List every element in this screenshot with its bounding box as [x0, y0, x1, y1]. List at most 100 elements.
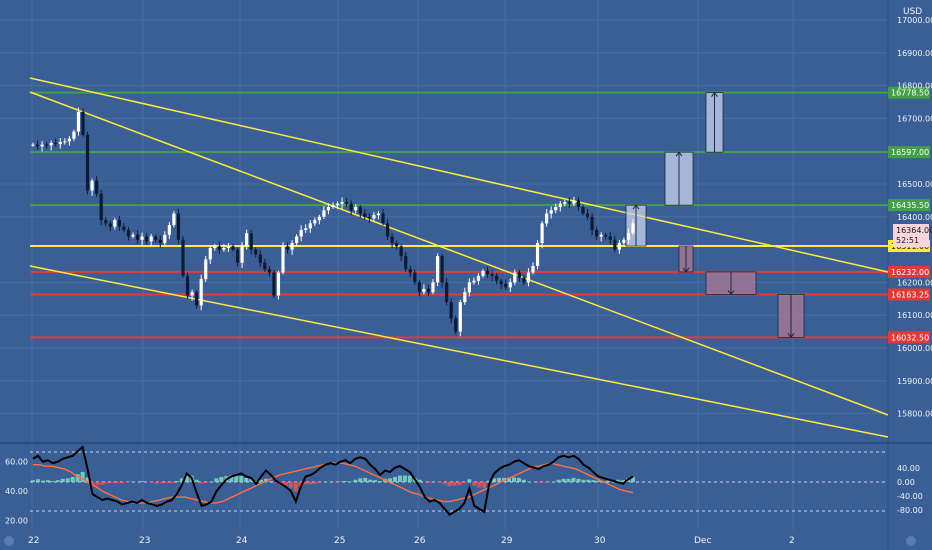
candle-body — [617, 243, 621, 250]
candle-body — [504, 284, 508, 288]
osc-histogram-bar — [269, 481, 274, 482]
osc-histogram-bar — [249, 479, 254, 482]
osc-histogram-bar — [120, 482, 125, 484]
candle-body — [272, 272, 276, 296]
auto-scale-icon[interactable] — [906, 536, 916, 546]
osc-histogram-bar — [313, 482, 318, 484]
osc-histogram-bar — [467, 479, 472, 482]
candle-body — [463, 292, 467, 303]
candle-body — [226, 246, 231, 248]
left-tool-icon[interactable] — [4, 536, 14, 546]
price-tick-label: 16500.00 — [897, 180, 932, 189]
osc-histogram-bar — [293, 482, 298, 492]
price-tick-label: 16100.00 — [897, 311, 932, 320]
osc-histogram-bar — [244, 477, 249, 482]
candle-body — [308, 223, 312, 229]
osc-histogram-bar — [392, 476, 397, 482]
candle-body — [235, 249, 240, 263]
osc-histogram-bar — [571, 477, 576, 482]
candle-body — [167, 225, 171, 235]
osc-histogram-bar — [179, 478, 184, 482]
oscillator-panel: 60.00 40.00 20.00 40.00 0.00 -40.00 -80.00 — [5, 445, 923, 526]
projection-boxes — [625, 91, 805, 339]
osc-histogram-bar — [482, 482, 487, 489]
osc-histogram-bar — [521, 479, 526, 482]
candle-body — [199, 279, 203, 306]
candle-body — [285, 246, 290, 250]
osc-histogram-bar — [497, 477, 502, 482]
candle-body — [522, 277, 526, 283]
candle-body — [585, 213, 590, 217]
candle-body — [304, 228, 308, 230]
osc-histogram-bar — [95, 482, 100, 486]
candle-body — [31, 144, 35, 146]
time-tick-label: 2 — [789, 536, 795, 546]
candle-body — [254, 249, 258, 255]
candle-body — [399, 246, 403, 257]
price-tick-label: 16800.00 — [897, 82, 932, 91]
candle-body — [540, 223, 544, 244]
candle-body — [245, 233, 249, 247]
osc-histogram-bar — [31, 480, 35, 482]
osc-histogram-bar — [283, 482, 288, 487]
osc-histogram-bar — [150, 482, 155, 483]
osc-right-tick: 40.00 — [897, 464, 920, 473]
osc-right-tick: 0.00 — [897, 478, 915, 487]
osc-histogram-bar — [55, 480, 60, 482]
osc-histogram-bar — [492, 478, 497, 482]
candle-body — [363, 213, 367, 217]
osc-histogram-bar — [363, 477, 368, 482]
candle-body — [322, 210, 326, 217]
osc-histogram-bar — [477, 482, 482, 488]
level-badge — [888, 288, 930, 301]
candle-body — [376, 213, 381, 216]
candle-body — [113, 220, 117, 227]
candle-body — [45, 144, 49, 146]
osc-histogram-bar — [229, 475, 234, 482]
candle-body — [449, 302, 453, 319]
osc-histogram-bar — [358, 478, 363, 482]
candle-body — [99, 193, 103, 221]
candle-body — [40, 144, 44, 147]
osc-histogram-bar — [45, 480, 50, 482]
candle-body — [631, 223, 635, 234]
candle-body — [517, 272, 521, 278]
osc-left-tick: 40.00 — [5, 487, 28, 496]
price-tick-label: 16400.00 — [897, 213, 932, 222]
time-axis: 22 23 24 25 26 29 30 Dec 2 — [28, 536, 795, 546]
osc-histogram-bar — [402, 475, 407, 482]
candle-body — [240, 246, 244, 263]
osc-histogram-bar — [397, 475, 402, 482]
candle-body — [263, 262, 267, 270]
osc-histogram-bar — [199, 482, 204, 484]
osc-histogram-bar — [511, 477, 516, 482]
price-tick-label: 16900.00 — [897, 49, 932, 58]
candle-body — [563, 202, 567, 204]
osc-histogram-bar — [388, 478, 393, 482]
candle-body — [190, 292, 194, 296]
osc-histogram-bar — [159, 482, 164, 484]
price-tick-label: 16200.00 — [897, 278, 932, 287]
price-axis: 17000.00 16900.00 16800.00 16700.00 16500.00… — [897, 16, 932, 419]
osc-histogram-bar — [259, 479, 264, 482]
osc-histogram-bar — [596, 480, 601, 482]
osc-histogram-bar — [586, 479, 591, 482]
trendline-channel[interactable] — [29, 91, 889, 416]
candle-body — [140, 236, 144, 240]
osc-histogram-bar — [70, 476, 75, 482]
trendline-upper[interactable] — [29, 77, 889, 273]
candle-body — [581, 206, 585, 214]
candle-body — [576, 200, 581, 207]
osc-histogram-bar — [308, 482, 313, 485]
trendline-lower[interactable] — [29, 265, 889, 438]
currency-label: USD — [903, 7, 922, 17]
level-label: 16778.50 — [891, 89, 929, 98]
candle-body — [385, 223, 390, 237]
candle-body — [417, 282, 421, 293]
candle-body — [413, 272, 417, 283]
candle-body — [554, 206, 558, 211]
osc-histogram-bar — [631, 476, 635, 482]
projection-arrowhead — [727, 290, 735, 296]
